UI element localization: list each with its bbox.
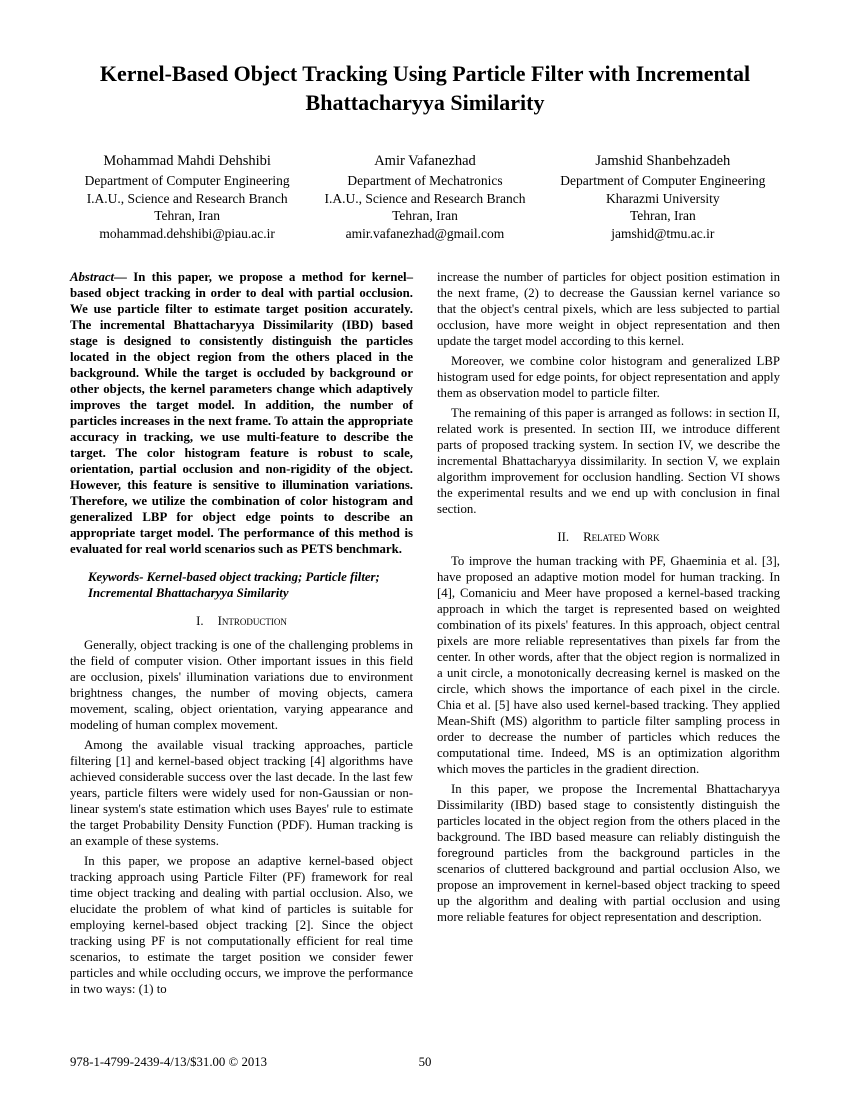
author-email: jamshid@tmu.ac.ir (546, 225, 780, 243)
intro-para-3: In this paper, we propose an adaptive ke… (70, 854, 413, 998)
keywords: Keywords- Kernel-based object tracking; … (88, 570, 413, 602)
author-dept: Department of Computer Engineering (546, 172, 780, 190)
body-columns: Abstract— In this paper, we propose a me… (70, 270, 780, 1001)
abstract-text: In this paper, we propose a method for k… (70, 270, 413, 556)
author-loc: Tehran, Iran (70, 207, 304, 225)
section-heading-intro: I. Introduction (70, 614, 413, 630)
author-1: Mohammad Mahdi Dehshibi Department of Co… (70, 152, 304, 242)
author-name: Amir Vafanezhad (308, 152, 542, 171)
related-para-2: In this paper, we propose the Incrementa… (437, 782, 780, 926)
authors-block: Mohammad Mahdi Dehshibi Department of Co… (70, 152, 780, 242)
abstract-label: Abstract— (70, 270, 127, 284)
footer-isbn: 978-1-4799-2439-4/13/$31.00 © 2013 (70, 1055, 267, 1070)
author-email: mohammad.dehshibi@piau.ac.ir (70, 225, 304, 243)
paper-title: Kernel-Based Object Tracking Using Parti… (90, 60, 760, 117)
section-num: I. (196, 614, 203, 628)
right-column: increase the number of particles for obj… (437, 270, 780, 1001)
author-email: amir.vafanezhad@gmail.com (308, 225, 542, 243)
author-2: Amir Vafanezhad Department of Mechatroni… (308, 152, 542, 242)
left-column: Abstract— In this paper, we propose a me… (70, 270, 413, 1001)
section-num: II. (557, 530, 569, 544)
related-para-1: To improve the human tracking with PF, G… (437, 554, 780, 778)
section-title: Introduction (218, 614, 287, 628)
author-name: Jamshid Shanbehzadeh (546, 152, 780, 171)
author-inst: Kharazmi University (546, 190, 780, 208)
author-3: Jamshid Shanbehzadeh Department of Compu… (546, 152, 780, 242)
author-inst: I.A.U., Science and Research Branch (70, 190, 304, 208)
author-inst: I.A.U., Science and Research Branch (308, 190, 542, 208)
abstract-block: Abstract— In this paper, we propose a me… (70, 270, 413, 558)
right-para-3: The remaining of this paper is arranged … (437, 406, 780, 518)
right-para-cont: increase the number of particles for obj… (437, 270, 780, 350)
author-name: Mohammad Mahdi Dehshibi (70, 152, 304, 171)
right-para-2: Moreover, we combine color histogram and… (437, 354, 780, 402)
author-dept: Department of Computer Engineering (70, 172, 304, 190)
author-loc: Tehran, Iran (308, 207, 542, 225)
author-dept: Department of Mechatronics (308, 172, 542, 190)
section-heading-related: II. Related Work (437, 530, 780, 546)
intro-para-1: Generally, object tracking is one of the… (70, 638, 413, 734)
author-loc: Tehran, Iran (546, 207, 780, 225)
intro-para-2: Among the available visual tracking appr… (70, 738, 413, 850)
page-number: 50 (419, 1055, 432, 1070)
section-title: Related Work (583, 530, 660, 544)
page-footer: 978-1-4799-2439-4/13/$31.00 © 2013 50 (70, 1055, 780, 1070)
